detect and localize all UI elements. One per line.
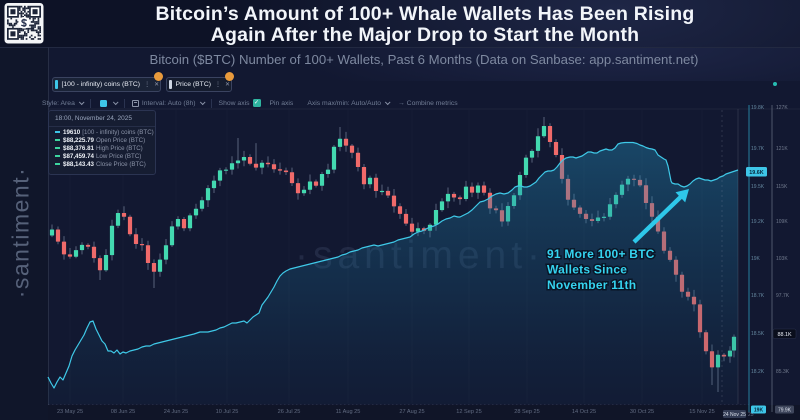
svg-text:91 More 100+ BTC: 91 More 100+ BTC xyxy=(547,247,655,261)
svg-text:18.7K: 18.7K xyxy=(751,293,765,299)
svg-text:19.5K: 19.5K xyxy=(751,184,765,190)
svg-text:23 May 25: 23 May 25 xyxy=(57,409,83,415)
svg-text:10 Jul 25: 10 Jul 25 xyxy=(216,409,239,415)
svg-text:26 Jul 25: 26 Jul 25 xyxy=(278,409,301,415)
svg-text:19.2K: 19.2K xyxy=(751,219,765,225)
svg-text:24 Jun 25: 24 Jun 25 xyxy=(164,409,189,415)
svg-text:79.9K: 79.9K xyxy=(778,408,792,414)
svg-text:15 Nov 25: 15 Nov 25 xyxy=(689,409,715,415)
svg-text:115K: 115K xyxy=(776,184,788,190)
svg-text:127K: 127K xyxy=(776,105,788,111)
svg-text:121K: 121K xyxy=(776,146,788,152)
svg-text:19.7K: 19.7K xyxy=(751,146,765,152)
svg-text:11 Aug 25: 11 Aug 25 xyxy=(336,409,361,415)
svg-text:19.8K: 19.8K xyxy=(751,105,765,111)
svg-text:85.3K: 85.3K xyxy=(776,369,790,375)
svg-text:November 11th: November 11th xyxy=(547,278,636,292)
svg-text:12 Sep 25: 12 Sep 25 xyxy=(456,409,482,415)
svg-text:18.5K: 18.5K xyxy=(751,331,765,337)
svg-text:24 Nov 25: 24 Nov 25 xyxy=(723,412,746,418)
svg-text:19K: 19K xyxy=(751,256,761,262)
svg-text:25: 25 xyxy=(748,412,754,418)
svg-text:97.7K: 97.7K xyxy=(776,293,790,299)
svg-text:Wallets Since: Wallets Since xyxy=(547,263,627,277)
svg-text:19.6K: 19.6K xyxy=(749,170,763,176)
svg-text:103K: 103K xyxy=(776,256,788,262)
svg-text:88.1K: 88.1K xyxy=(777,332,791,338)
svg-text:14 Oct 25: 14 Oct 25 xyxy=(572,409,596,415)
svg-text:19K: 19K xyxy=(754,408,764,414)
svg-text:109K: 109K xyxy=(776,219,788,225)
svg-text:18.2K: 18.2K xyxy=(751,369,765,375)
svg-text:28 Sep 25: 28 Sep 25 xyxy=(514,409,540,415)
svg-text:30 Oct 25: 30 Oct 25 xyxy=(630,409,654,415)
svg-text:08 Jun 25: 08 Jun 25 xyxy=(111,409,136,415)
svg-text:27 Aug 25: 27 Aug 25 xyxy=(399,409,424,415)
